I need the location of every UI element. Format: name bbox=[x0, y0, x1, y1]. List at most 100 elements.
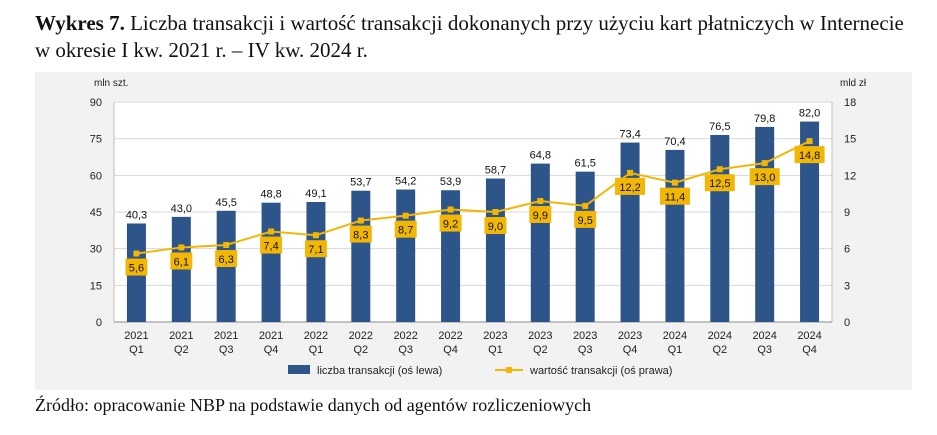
line-value-label: 9,0 bbox=[488, 221, 503, 233]
bar bbox=[351, 190, 371, 322]
line-point bbox=[716, 166, 723, 173]
category-year-label: 2023 bbox=[483, 330, 507, 342]
bar bbox=[396, 189, 416, 322]
line-point bbox=[582, 202, 589, 209]
left-tick-label: 30 bbox=[90, 244, 102, 256]
right-axis-unit: mld zł bbox=[840, 78, 867, 89]
category-quarter-label: Q2 bbox=[533, 344, 548, 356]
line-value-label: 5,6 bbox=[129, 263, 144, 275]
line-point bbox=[761, 160, 768, 167]
line-label-box bbox=[704, 174, 735, 192]
bar bbox=[575, 171, 595, 322]
source-note: Źródło: opracowanie NBP na podstawie dan… bbox=[35, 395, 592, 415]
line-value-label: 7,4 bbox=[263, 241, 278, 253]
line-value-label: 9,5 bbox=[578, 215, 593, 227]
bar-value-label: 79,8 bbox=[754, 113, 775, 125]
bar bbox=[755, 126, 775, 322]
bar-value-label: 64,8 bbox=[530, 150, 551, 162]
line-point bbox=[133, 250, 140, 257]
category-year-label: 2024 bbox=[708, 330, 732, 342]
category-year-label: 2024 bbox=[663, 330, 687, 342]
line-point bbox=[447, 206, 454, 213]
line-label-box bbox=[794, 146, 825, 164]
line-value-label: 9,2 bbox=[443, 219, 458, 231]
left-tick-label: 15 bbox=[90, 280, 102, 292]
bar bbox=[171, 216, 191, 322]
value-line bbox=[136, 140, 811, 255]
category-quarter-label: Q2 bbox=[174, 344, 189, 356]
category-year-label: 2023 bbox=[618, 330, 642, 342]
bar-value-label: 58,7 bbox=[485, 165, 506, 177]
left-tick-label: 60 bbox=[90, 170, 102, 182]
bar-value-label: 54,2 bbox=[395, 176, 416, 188]
line-label-box bbox=[304, 240, 327, 258]
bar-value-label: 82,0 bbox=[799, 108, 820, 120]
category-quarter-label: Q4 bbox=[623, 344, 638, 356]
category-quarter-label: Q2 bbox=[353, 344, 368, 356]
line-point bbox=[537, 198, 544, 204]
category-quarter-label: Q1 bbox=[309, 344, 324, 356]
line-label-box bbox=[394, 220, 417, 238]
category-quarter-label: Q4 bbox=[443, 344, 458, 356]
chart-area: 0 15 30 45 60 75 90 0 3 6 9 12 15 18 mln szt. mld zł 40,… bbox=[35, 72, 912, 390]
line-label-box bbox=[215, 250, 238, 267]
right-tick-label: 12 bbox=[844, 170, 856, 182]
right-tick-label: 3 bbox=[844, 280, 850, 292]
bar bbox=[620, 142, 640, 322]
line-label-box bbox=[574, 210, 597, 228]
line-value-label: 13,0 bbox=[754, 172, 775, 184]
line-value-label: 6,1 bbox=[174, 256, 189, 268]
category-quarter-label: Q4 bbox=[802, 344, 817, 356]
category-year-label: 2024 bbox=[797, 330, 821, 342]
category-year-label: 2022 bbox=[349, 330, 373, 342]
category-quarter-label: Q1 bbox=[488, 344, 503, 356]
category-quarter-label: Q4 bbox=[264, 344, 279, 356]
left-axis-unit: mln szt. bbox=[94, 78, 128, 89]
line-value-label: 8,7 bbox=[398, 225, 413, 237]
line-label-box bbox=[529, 206, 552, 223]
category-year-label: 2021 bbox=[169, 330, 193, 342]
bar-value-label: 49,1 bbox=[305, 188, 326, 200]
left-tick-label: 75 bbox=[90, 134, 102, 146]
bar bbox=[800, 121, 820, 322]
bar-value-label: 70,4 bbox=[664, 136, 685, 148]
line-point bbox=[178, 244, 185, 251]
legend-bar-swatch bbox=[288, 365, 310, 374]
line-label-box bbox=[439, 214, 462, 232]
category-year-label: 2021 bbox=[214, 330, 238, 342]
legend-line-marker bbox=[506, 367, 512, 373]
category-year-label: 2023 bbox=[528, 330, 552, 342]
category-quarter-label: Q3 bbox=[398, 344, 413, 356]
bar-value-label: 43,0 bbox=[171, 203, 192, 215]
left-tick-label: 0 bbox=[96, 317, 102, 329]
category-quarter-label: Q1 bbox=[129, 344, 144, 356]
category-year-label: 2021 bbox=[259, 330, 283, 342]
line-point bbox=[357, 217, 364, 224]
chart-title-text: Liczba transakcji i wartość transakcji d… bbox=[35, 11, 904, 62]
line-value-label: 12,2 bbox=[619, 182, 640, 194]
category-year-label: 2022 bbox=[393, 330, 417, 342]
category-quarter-label: Q3 bbox=[757, 344, 772, 356]
category-quarter-label: Q3 bbox=[578, 344, 593, 356]
line-point bbox=[223, 242, 230, 248]
bar-value-label: 40,3 bbox=[126, 209, 147, 221]
line-label-box bbox=[749, 168, 780, 186]
line-point bbox=[671, 179, 678, 186]
bar bbox=[261, 202, 281, 322]
bar-value-label: 76,5 bbox=[709, 121, 730, 133]
line-value-label: 11,4 bbox=[665, 192, 686, 204]
line-label-box bbox=[125, 258, 148, 276]
line-point bbox=[402, 212, 409, 219]
bar-value-label: 45,5 bbox=[215, 197, 236, 209]
bar bbox=[710, 135, 730, 322]
category-year-label: 2021 bbox=[124, 330, 148, 342]
line-label-box bbox=[659, 187, 690, 205]
bar bbox=[530, 163, 550, 322]
category-year-label: 2024 bbox=[752, 330, 776, 342]
right-tick-label: 6 bbox=[844, 244, 850, 256]
line-point bbox=[627, 169, 634, 176]
line-value-label: 14,8 bbox=[799, 150, 820, 162]
right-tick-label: 0 bbox=[844, 317, 850, 329]
bar-value-label: 53,9 bbox=[440, 176, 461, 188]
line-point bbox=[312, 232, 319, 239]
